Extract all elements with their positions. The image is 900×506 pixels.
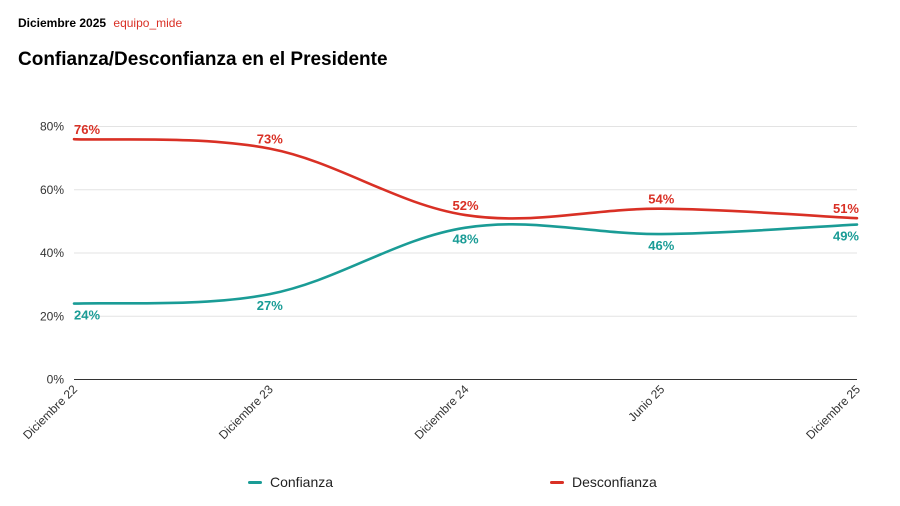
line-chart: 0%20%40%60%80% Diciembre 22 Diciembre 23 D… bbox=[20, 120, 863, 443]
x-tick-label: Diciembre 25 bbox=[803, 382, 863, 442]
data-label-confianza: 46% bbox=[648, 238, 674, 253]
x-tick-label: Diciembre 23 bbox=[216, 382, 276, 442]
legend-item-desconfianza[interactable]: Desconfianza bbox=[550, 474, 657, 490]
x-tick-label: Diciembre 22 bbox=[20, 382, 80, 442]
data-label-confianza: 24% bbox=[74, 308, 100, 323]
chart-title: Confianza/Desconfianza en el Presidente bbox=[18, 49, 388, 70]
y-tick-label: 40% bbox=[40, 246, 64, 260]
data-label-desconfianza: 76% bbox=[74, 122, 100, 137]
legend-swatch-desconfianza bbox=[550, 480, 564, 484]
legend: Confianza Desconfianza bbox=[0, 474, 900, 494]
legend-label-confianza: Confianza bbox=[270, 474, 334, 490]
y-tick-label: 20% bbox=[40, 309, 64, 323]
report-date: Diciembre 2025 bbox=[18, 16, 107, 30]
x-axis-ticks: Diciembre 22 Diciembre 23 Diciembre 24 Juni… bbox=[20, 382, 863, 442]
series bbox=[72, 137, 859, 305]
y-axis-ticks: 0% 20% 40% 60% 80% bbox=[40, 120, 64, 387]
report-source: equipo_mide bbox=[113, 16, 183, 30]
y-tick-label: 80% bbox=[40, 120, 64, 134]
data-label-desconfianza: 51% bbox=[833, 201, 859, 216]
data-label-desconfianza: 52% bbox=[452, 198, 478, 213]
x-tick-label: Junio 25 bbox=[625, 382, 667, 424]
chart-header: Diciembre 2025 equipo_mide bbox=[18, 16, 182, 30]
series-line-confianza bbox=[72, 223, 859, 305]
data-label-confianza: 48% bbox=[452, 232, 478, 247]
legend-item-confianza[interactable]: Confianza bbox=[248, 474, 333, 490]
data-label-desconfianza: 73% bbox=[257, 132, 283, 147]
data-labels: 24% 27% 48% 46% 49% 76% 73% 52% 54% 51% bbox=[74, 122, 859, 322]
x-tick-label: Diciembre 24 bbox=[412, 382, 472, 442]
y-tick-label: 60% bbox=[40, 183, 64, 197]
legend-label-desconfianza: Desconfianza bbox=[572, 474, 657, 490]
grid bbox=[74, 126, 857, 380]
data-label-confianza: 49% bbox=[833, 229, 859, 244]
legend-swatch-confianza bbox=[248, 480, 262, 484]
data-label-desconfianza: 54% bbox=[648, 192, 674, 207]
data-label-confianza: 27% bbox=[257, 298, 283, 313]
series-line-desconfianza bbox=[72, 137, 859, 220]
y-tick-label: 0% bbox=[47, 373, 65, 387]
